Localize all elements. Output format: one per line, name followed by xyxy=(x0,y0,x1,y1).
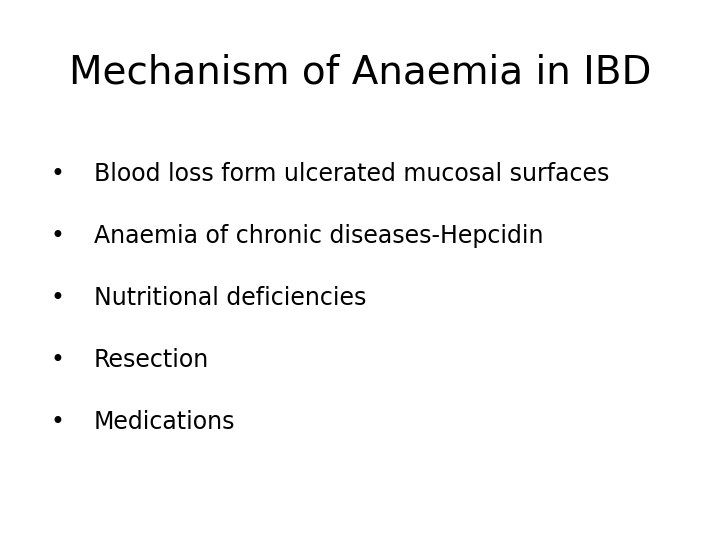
Text: •: • xyxy=(50,410,65,434)
Text: Mechanism of Anaemia in IBD: Mechanism of Anaemia in IBD xyxy=(69,54,651,92)
Text: Nutritional deficiencies: Nutritional deficiencies xyxy=(94,286,366,310)
Text: Resection: Resection xyxy=(94,348,209,372)
Text: Medications: Medications xyxy=(94,410,235,434)
Text: •: • xyxy=(50,286,65,310)
Text: •: • xyxy=(50,162,65,186)
Text: •: • xyxy=(50,348,65,372)
Text: Blood loss form ulcerated mucosal surfaces: Blood loss form ulcerated mucosal surfac… xyxy=(94,162,609,186)
Text: Anaemia of chronic diseases-Hepcidin: Anaemia of chronic diseases-Hepcidin xyxy=(94,224,543,248)
Text: •: • xyxy=(50,224,65,248)
